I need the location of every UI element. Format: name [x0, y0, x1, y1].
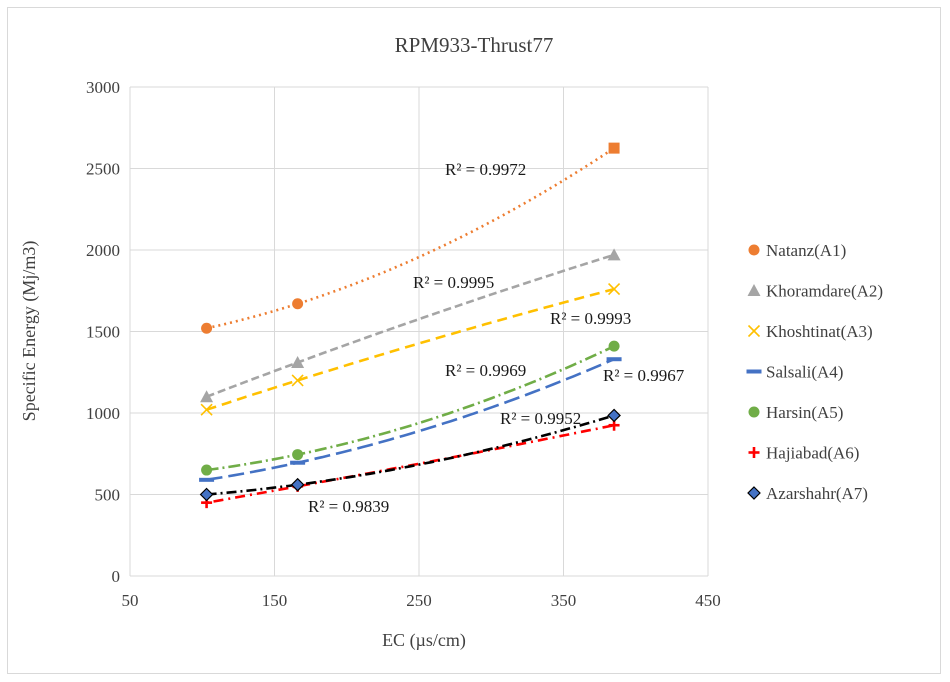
data-point [199, 487, 214, 502]
y-tick-label: 3000 [86, 78, 120, 97]
x-tick-label: 250 [406, 591, 432, 610]
x-tick-label: 350 [551, 591, 577, 610]
legend-marker [746, 369, 762, 374]
y-tick-label: 1000 [86, 404, 120, 423]
chart-title: RPM933-Thrust77 [395, 33, 554, 57]
trendline-4 [206, 345, 615, 472]
data-point [291, 374, 304, 387]
trendline-0 [206, 147, 615, 330]
legend-marker [748, 406, 760, 418]
legend-item: Harsin(A5) [748, 403, 843, 422]
r-squared-label: R² = 0.9967 [603, 366, 685, 385]
legend-item: Hajiabad(A6) [748, 444, 859, 463]
data-point [608, 283, 621, 296]
y-tick-label: 2500 [86, 160, 120, 179]
data-point [607, 408, 621, 423]
trendline-2 [206, 287, 615, 411]
legend-item: Azarshahr(A7) [747, 484, 868, 503]
legend-marker [747, 284, 761, 296]
data-point [291, 355, 305, 368]
y-tick-label: 2000 [86, 241, 120, 260]
data-point [606, 357, 622, 362]
x-tick-label: 450 [695, 591, 721, 610]
x-marker-stroke [200, 403, 213, 416]
r-squared-labels: R² = 0.9972 R² = 0.9995 R² = 0.9993 R² = 0.… [308, 160, 685, 516]
chart-frame [7, 7, 941, 674]
trendline-5 [206, 423, 615, 504]
x-marker-stroke [608, 283, 621, 296]
legend-label: Salsali(A4) [766, 363, 843, 382]
r-squared-label: R² = 0.9839 [308, 497, 389, 516]
legend-item: Natanz(A1) [748, 241, 846, 260]
legend-marker [748, 447, 760, 458]
y-axis-title: Specific Energy (Mj/m3) [19, 241, 40, 422]
y-tick-label: 500 [95, 486, 121, 505]
r-squared-label: R² = 0.9952 [500, 409, 581, 428]
legend-label: Hajiabad(A6) [766, 444, 859, 463]
x-tick-label: 50 [122, 591, 139, 610]
data-point [292, 449, 304, 461]
x-marker-stroke [291, 374, 304, 387]
r-squared-label: R² = 0.9969 [445, 361, 526, 380]
legend-label: Natanz(A1) [766, 241, 846, 260]
y-tick-label: 1500 [86, 323, 120, 342]
y-tick-label: 0 [112, 567, 121, 586]
trendline-1 [206, 253, 615, 398]
r-squared-label: R² = 0.9993 [550, 309, 631, 328]
data-point [290, 477, 305, 492]
trendlines [206, 147, 615, 504]
y-tick-labels: 0 500 1000 1500 2000 2500 3000 [86, 78, 120, 586]
legend-label: Khoshtinat(A3) [766, 322, 873, 341]
legend-marker [747, 324, 761, 338]
data-point [607, 248, 621, 261]
legend: Natanz(A1) Khoramdare(A2) Khoshtinat(A3) Sa… [746, 241, 883, 503]
legend-marker [747, 486, 761, 500]
data-point [201, 464, 213, 476]
legend-item: Khoramdare(A2) [747, 282, 883, 301]
data-point [200, 403, 213, 416]
data-point [201, 322, 213, 334]
data-point [200, 390, 214, 403]
data-point [608, 142, 620, 154]
legend-item: Salsali(A4) [746, 363, 843, 382]
legend-label: Azarshahr(A7) [766, 484, 868, 503]
data-points [199, 142, 622, 509]
data-point [199, 477, 215, 482]
trendline-6 [206, 414, 615, 496]
x-tick-label: 150 [262, 591, 288, 610]
r-squared-label: R² = 0.9995 [413, 273, 494, 292]
legend-label: Harsin(A5) [766, 403, 843, 422]
x-marker-stroke [747, 324, 761, 338]
legend-item: Khoshtinat(A3) [747, 322, 873, 341]
r-squared-label: R² = 0.9972 [445, 160, 526, 179]
legend-marker [748, 244, 760, 256]
trendline-3 [206, 358, 615, 482]
data-point [290, 460, 306, 465]
legend-label: Khoramdare(A2) [766, 282, 883, 301]
data-point [608, 340, 620, 352]
x-axis-title: EC (µs/cm) [382, 630, 466, 651]
gridlines [129, 86, 709, 577]
data-point [292, 298, 304, 310]
x-tick-labels: 50 150 250 350 450 [122, 591, 721, 610]
